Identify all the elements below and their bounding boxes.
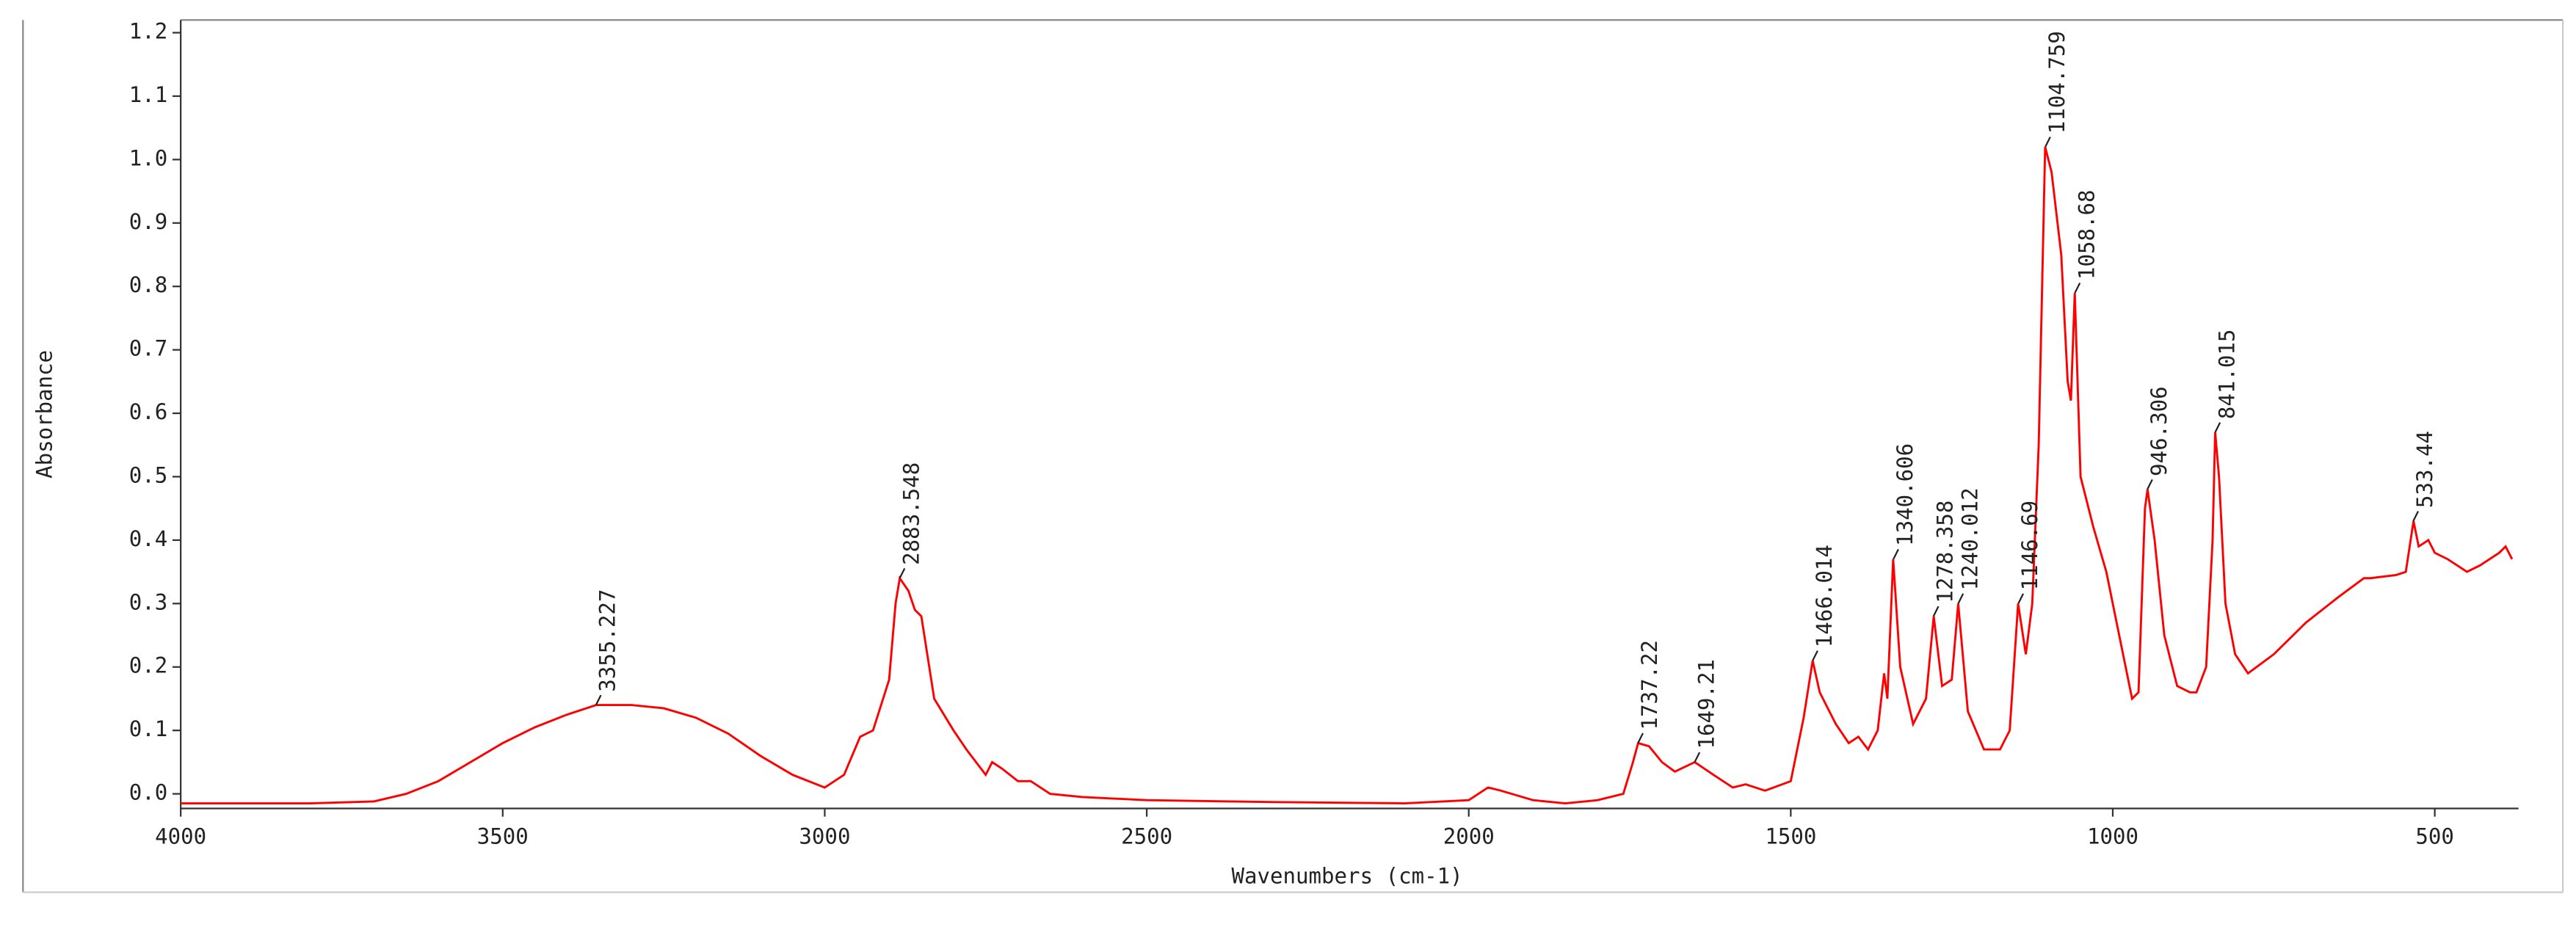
peak-label: 1649.21: [1694, 659, 1719, 749]
x-tick-label: 3000: [799, 824, 850, 849]
peak-label: 3355.227: [595, 589, 620, 692]
y-tick-label: 0.8: [129, 272, 168, 297]
y-tick-label: 0.4: [129, 526, 168, 551]
peak-marker: [2017, 593, 2025, 604]
spectrum-line: [181, 146, 2514, 805]
y-tick-label: 0.2: [129, 653, 168, 678]
x-tick-label: 4000: [155, 824, 206, 849]
y-tick-label: 0.1: [129, 716, 168, 741]
peak-label: 1146.69: [2017, 501, 2042, 591]
peak-label: 2883.548: [899, 462, 924, 565]
peak-label: 1278.358: [1933, 501, 1958, 603]
peak-marker: [595, 694, 602, 706]
peak-marker: [899, 567, 906, 579]
y-tick-label: 1.2: [129, 19, 168, 44]
peak-label: 1466.014: [1812, 545, 1837, 647]
y-tick-label: 0.7: [129, 336, 168, 361]
y-tick-label: 0.3: [129, 589, 168, 614]
y-tick-label: 0.9: [129, 209, 168, 234]
peak-marker: [1932, 606, 1940, 617]
x-axis-title: Wavenumbers (cm-1): [1232, 863, 1463, 888]
peak-marker: [2214, 422, 2221, 433]
peak-label: 1340.606: [1893, 443, 1918, 546]
x-tick-label: 500: [2415, 824, 2454, 849]
peak-marker: [2045, 137, 2051, 148]
peak-marker: [2147, 479, 2153, 490]
peak-marker: [1812, 650, 1818, 661]
x-tick-label: 1500: [1765, 824, 1816, 849]
x-tick-label: 2000: [1443, 824, 1495, 849]
y-tick-label: 1.0: [129, 145, 168, 170]
x-tick-label: 2500: [1121, 824, 1172, 849]
y-tick-label: 0.5: [129, 462, 168, 487]
peak-marker: [1957, 593, 1964, 604]
peak-marker: [2412, 511, 2420, 522]
peak-marker: [2074, 282, 2081, 294]
peak-label: 533.44: [2412, 431, 2437, 508]
y-tick-label: 0.0: [129, 780, 168, 805]
peak-label: 946.306: [2147, 386, 2172, 476]
peak-marker: [1893, 548, 1899, 560]
peak-label: 841.015: [2214, 330, 2239, 420]
y-tick-label: 0.6: [129, 399, 168, 424]
peak-marker: [1637, 732, 1644, 744]
x-tick-label: 1000: [2087, 824, 2138, 849]
peak-label: 1737.22: [1637, 640, 1662, 730]
peak-marker: [1694, 752, 1701, 763]
y-axis-title: Absorbance: [32, 350, 57, 479]
peak-label: 1058.68: [2074, 189, 2099, 280]
y-tick-label: 1.1: [129, 82, 168, 107]
peak-label: 1104.759: [2045, 31, 2069, 134]
x-tick-label: 3500: [477, 824, 529, 849]
peak-label: 1240.012: [1957, 487, 1982, 590]
